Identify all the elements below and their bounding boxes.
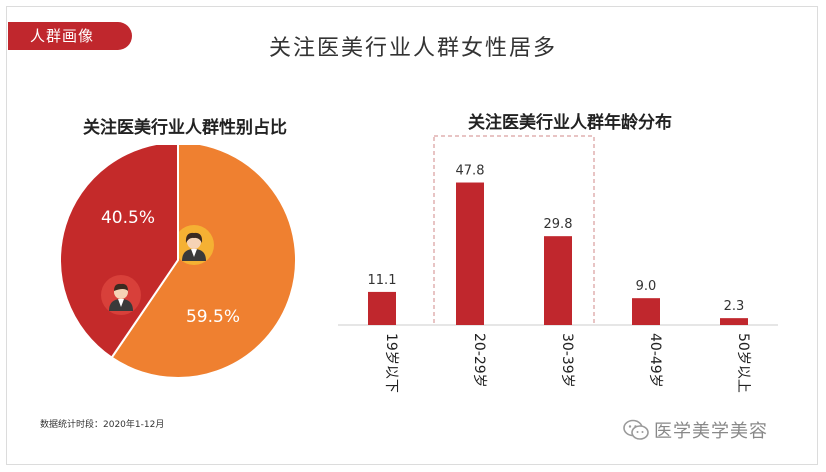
bar-value-label: 9.0 [636,279,657,294]
section-tag: 人群画像 [8,22,132,50]
bar-30-39岁 [544,236,572,325]
bar-19岁以下 [368,291,396,325]
x-tick-label: 30-39岁 [559,333,575,388]
wechat-icon [623,419,649,440]
data-period-footnote: 数据统计时段：2020年1-12月 [40,420,165,430]
x-tick-label: 40-49岁 [647,333,663,388]
female-avatar-icon [174,225,214,265]
x-tick-label: 20-29岁 [471,333,487,388]
bar-value-label: 47.8 [456,164,485,179]
pie-slice-male [59,145,179,359]
pie-label-male: 40.5% [101,208,155,228]
slide-title: 关注医美行业人群女性居多 [268,36,557,61]
watermark-text: 医学美学美容 [654,421,768,442]
pie-chart-title: 关注医美行业人群性别占比 [83,118,287,138]
gender-pie-chart: 59.5% 40.5% [59,145,297,379]
bar-value-label: 29.8 [544,217,573,232]
male-avatar-icon [101,275,141,315]
bar-value-label: 11.1 [368,273,397,288]
watermark: 医学美学美容 [622,417,768,443]
bar-50岁以上 [720,318,748,325]
pie-label-female: 59.5% [186,307,240,327]
age-bar-chart: 11.1 19岁以下 47.8 20-29岁 29.8 30-39岁 9.0 40-49岁 2.… [338,135,778,393]
bar-chart-title: 关注医美行业人群年龄分布 [468,113,672,133]
bar-40-49岁 [632,298,660,325]
bar-20-29岁 [456,182,484,325]
bar-value-label: 2.3 [724,299,745,314]
x-tick-label: 50岁以上 [735,333,751,393]
x-tick-label: 19岁以下 [383,333,399,393]
